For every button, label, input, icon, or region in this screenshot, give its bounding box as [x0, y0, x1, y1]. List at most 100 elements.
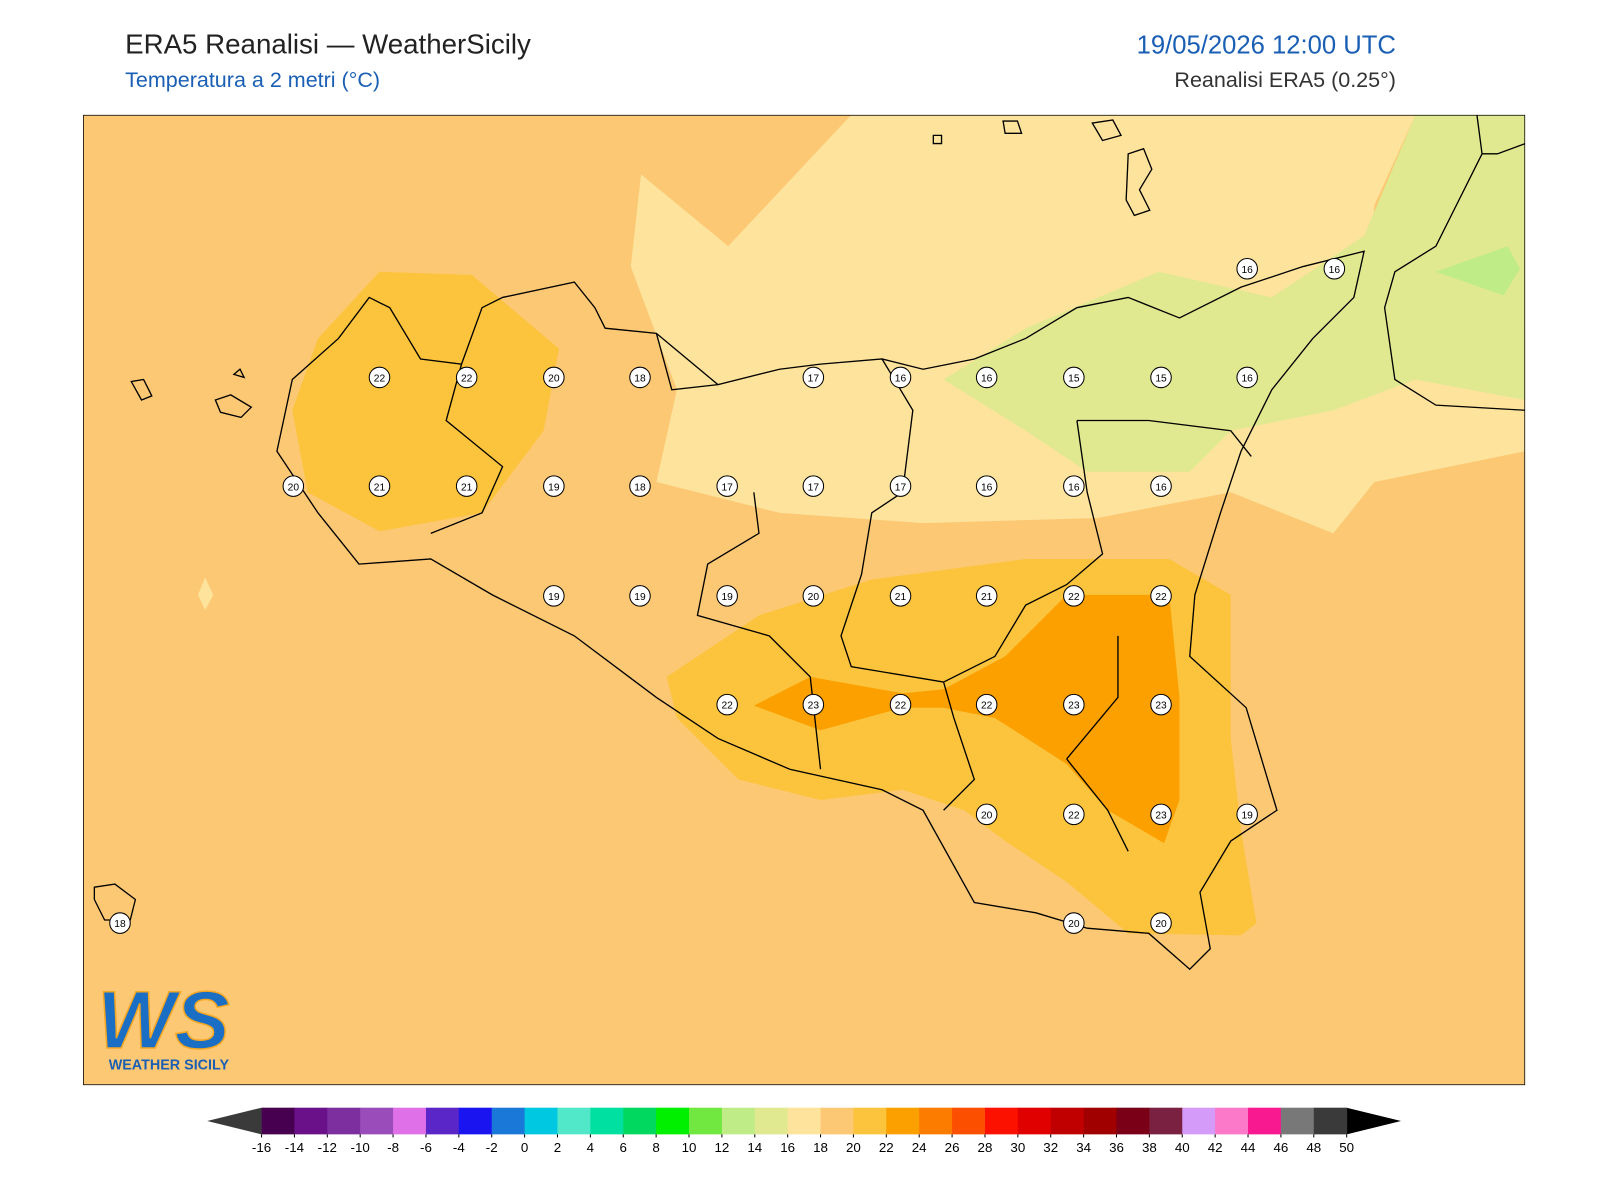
colorbar-label: 32 [1043, 1140, 1058, 1155]
colorbar-bin [425, 1107, 460, 1135]
station-marker [1150, 803, 1172, 826]
colorbar-label: 12 [714, 1140, 729, 1155]
colorbar-label: 36 [1109, 1140, 1124, 1155]
station-marker [1063, 475, 1085, 497]
station-marker [543, 475, 565, 497]
colorbar-bin [261, 1107, 295, 1135]
station-value: 19 [1241, 810, 1253, 821]
station-marker [368, 366, 391, 389]
colorbar-label: 2 [554, 1140, 561, 1155]
station: 22 [716, 693, 738, 716]
station-value: 22 [1068, 592, 1080, 603]
station-value: 17 [808, 482, 820, 493]
station-marker [1236, 257, 1258, 280]
station-marker [629, 475, 651, 497]
colorbar-bin [721, 1107, 756, 1135]
colorbar-bin [1116, 1107, 1150, 1135]
colorbar-bin [491, 1107, 526, 1135]
field-14-16 [943, 114, 1526, 472]
station: 21 [368, 475, 391, 497]
subtitle: Temperatura a 2 metri (°C) [125, 68, 380, 92]
colorbar-label: 14 [747, 1140, 762, 1155]
station: 16 [1063, 475, 1085, 497]
colorbar-label: 6 [620, 1140, 627, 1155]
colorbar-label: 30 [1010, 1140, 1025, 1155]
station: 16 [1150, 475, 1172, 497]
station-labels: 16 16 22 22 20 18 17 16 16 15 15 16 20 21 21 19 18 17 17 17… [109, 257, 1346, 934]
datetime: 19/05/2026 12:00 UTC [1137, 31, 1396, 59]
station-value: 20 [981, 810, 993, 821]
colorbar-bin [623, 1107, 657, 1135]
station-marker [889, 693, 912, 716]
station-marker [543, 585, 565, 607]
station: 16 [1236, 366, 1258, 389]
station-marker [716, 475, 738, 497]
station-marker [1236, 366, 1258, 389]
station: 16 [889, 366, 912, 389]
colorbar-label: 42 [1208, 1140, 1223, 1155]
colorbar-bin [853, 1107, 887, 1135]
station: 22 [1150, 585, 1172, 607]
station-value: 16 [1068, 482, 1080, 493]
station: 20 [1150, 912, 1172, 934]
station-marker [975, 475, 998, 497]
colorbar-bin [1083, 1107, 1118, 1135]
station: 17 [802, 475, 825, 497]
station-marker [1323, 257, 1346, 280]
station-marker [1063, 366, 1085, 389]
station-value: 23 [808, 701, 820, 712]
source: Reanalisi ERA5 (0.25°) [1174, 68, 1395, 92]
station: 20 [543, 366, 565, 389]
station-marker [368, 475, 391, 497]
colorbar-label: 28 [978, 1140, 993, 1155]
station: 22 [975, 693, 998, 716]
station-marker [109, 912, 131, 934]
colorbar-label: 48 [1306, 1140, 1321, 1155]
colorbar-label: 4 [587, 1140, 595, 1155]
colorbar-bin [984, 1107, 1019, 1135]
colorbar-label: 20 [846, 1140, 861, 1155]
station-value: 16 [1155, 482, 1167, 493]
colorbar-bin [1050, 1107, 1085, 1135]
station: 22 [368, 366, 391, 389]
station-marker [455, 366, 478, 389]
station-value: 19 [634, 592, 646, 603]
station: 16 [975, 366, 998, 389]
colorbar-label: -16 [252, 1140, 271, 1155]
colorbar-label: 34 [1076, 1140, 1091, 1155]
station-value: 23 [1155, 701, 1167, 712]
station: 19 [543, 475, 565, 497]
station-value: 21 [461, 482, 473, 493]
station-value: 22 [721, 701, 733, 712]
station-value: 19 [548, 482, 560, 493]
station-value: 20 [548, 374, 560, 385]
colorbar-bin [590, 1107, 624, 1135]
station-marker [802, 366, 825, 389]
station-value: 22 [895, 701, 907, 712]
colorbar-label: -10 [351, 1140, 370, 1155]
sicily-coast [276, 250, 1365, 971]
station-marker [975, 803, 998, 826]
station-value: 16 [895, 374, 907, 385]
station: 18 [629, 475, 651, 497]
colorbar-bin [393, 1107, 427, 1135]
logo-mark: WS [97, 975, 229, 1066]
station-value: 16 [1241, 265, 1253, 276]
station-marker [1150, 693, 1172, 716]
station-value: 17 [808, 374, 820, 385]
station-marker [629, 366, 651, 389]
colorbar-label: 22 [879, 1140, 894, 1155]
logo-text: WEATHER SICILY [109, 1058, 230, 1074]
colorbar-bin [1313, 1107, 1348, 1135]
station-value: 16 [1329, 265, 1341, 276]
colorbar-bin [1017, 1107, 1052, 1135]
station: 15 [1063, 366, 1085, 389]
station-marker [889, 585, 912, 607]
colorbar-label: 24 [912, 1140, 927, 1155]
colorbar-label: 38 [1142, 1140, 1157, 1155]
station-value: 18 [634, 482, 646, 493]
station-value: 19 [548, 592, 560, 603]
colorbar-bin [1215, 1107, 1249, 1135]
station-marker [975, 585, 998, 607]
